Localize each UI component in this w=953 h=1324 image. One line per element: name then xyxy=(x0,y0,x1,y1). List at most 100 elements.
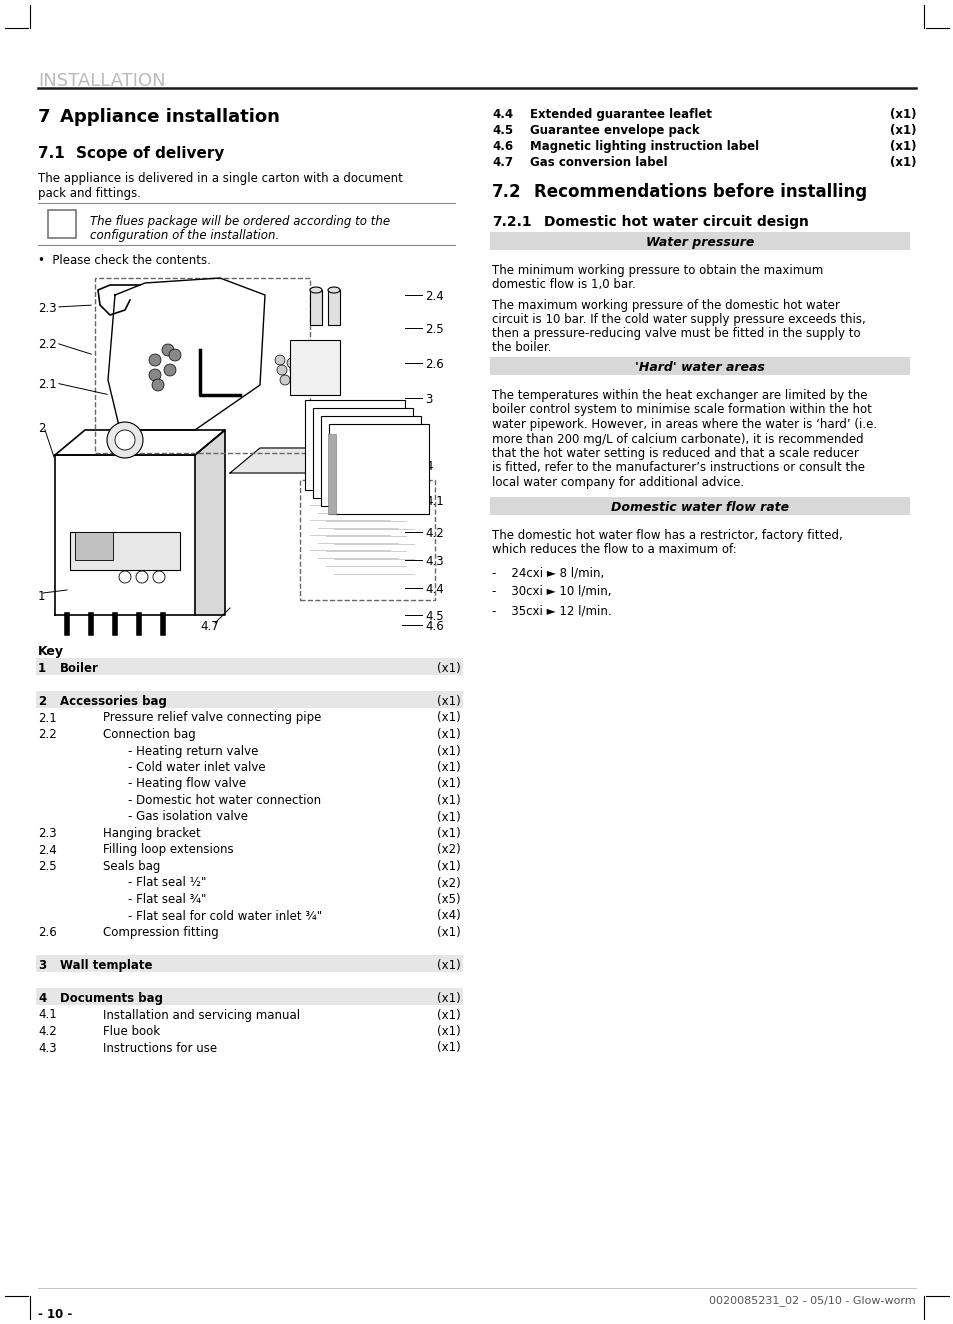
Text: 2.5: 2.5 xyxy=(424,323,443,336)
Circle shape xyxy=(274,355,285,365)
Text: 4.1: 4.1 xyxy=(38,1009,56,1022)
Text: (x1): (x1) xyxy=(436,1025,460,1038)
Text: -    30cxi ► 10 l/min,: - 30cxi ► 10 l/min, xyxy=(492,585,611,598)
Text: Hanging bracket: Hanging bracket xyxy=(103,828,200,839)
Bar xyxy=(329,424,429,514)
Bar xyxy=(70,532,180,571)
Text: The maximum working pressure of the domestic hot water: The maximum working pressure of the dome… xyxy=(492,299,839,312)
Text: The flues package will be ordered according to the: The flues package will be ordered accord… xyxy=(90,214,390,228)
Text: 7.1: 7.1 xyxy=(38,146,65,162)
Bar xyxy=(310,290,322,324)
Text: (x5): (x5) xyxy=(436,892,460,906)
Text: (x1): (x1) xyxy=(889,109,916,120)
Text: then a pressure-reducing valve must be fitted in the supply to: then a pressure-reducing valve must be f… xyxy=(492,327,860,340)
Text: Domestic hot water circuit design: Domestic hot water circuit design xyxy=(543,214,808,229)
Text: 0020085231_02 - 05/10 - Glow-worm: 0020085231_02 - 05/10 - Glow-worm xyxy=(709,1295,915,1305)
Text: -    35cxi ► 12 l/min.: - 35cxi ► 12 l/min. xyxy=(492,604,611,617)
Text: Key: Key xyxy=(38,645,64,658)
Text: Water pressure: Water pressure xyxy=(645,236,754,249)
Text: (x1): (x1) xyxy=(436,744,460,757)
Circle shape xyxy=(149,369,161,381)
Polygon shape xyxy=(330,448,359,498)
Text: 4.7: 4.7 xyxy=(492,156,513,169)
Text: circuit is 10 bar. If the cold water supply pressure exceeds this,: circuit is 10 bar. If the cold water sup… xyxy=(492,312,864,326)
Polygon shape xyxy=(230,448,359,473)
Bar xyxy=(290,340,339,395)
Text: 4.7: 4.7 xyxy=(200,620,218,633)
Text: that the hot water setting is reduced and that a scale reducer: that the hot water setting is reduced an… xyxy=(492,448,858,459)
Text: - Cold water inlet valve: - Cold water inlet valve xyxy=(128,761,265,775)
Bar xyxy=(490,496,909,515)
Text: 'Hard' water areas: 'Hard' water areas xyxy=(635,361,764,373)
Circle shape xyxy=(152,379,164,391)
Text: configuration of the installation.: configuration of the installation. xyxy=(90,229,279,242)
Text: - Flat seal ¾": - Flat seal ¾" xyxy=(128,892,206,906)
Text: INSTALLATION: INSTALLATION xyxy=(38,71,166,90)
Text: (x1): (x1) xyxy=(436,828,460,839)
Text: 3: 3 xyxy=(38,959,46,972)
Circle shape xyxy=(152,571,165,583)
Text: (x1): (x1) xyxy=(436,959,460,972)
Bar xyxy=(75,532,112,560)
Text: 4.1: 4.1 xyxy=(424,495,443,508)
Text: is fitted, refer to the manufacturer’s instructions or consult the: is fitted, refer to the manufacturer’s i… xyxy=(492,462,864,474)
Text: (x1): (x1) xyxy=(436,711,460,724)
Text: 4: 4 xyxy=(38,992,46,1005)
Text: Flue book: Flue book xyxy=(103,1025,160,1038)
Text: 2.3: 2.3 xyxy=(38,828,56,839)
Bar xyxy=(36,691,462,707)
Bar xyxy=(490,357,909,375)
Text: water pipework. However, in areas where the water is ‘hard’ (i.e.: water pipework. However, in areas where … xyxy=(492,418,876,432)
Text: Instructions for use: Instructions for use xyxy=(103,1042,217,1054)
Bar xyxy=(490,232,909,250)
Text: 4.2: 4.2 xyxy=(38,1025,56,1038)
Text: - Heating return valve: - Heating return valve xyxy=(128,744,258,757)
Text: •  Please check the contents.: • Please check the contents. xyxy=(38,254,211,267)
Bar xyxy=(320,416,420,506)
Text: Documents bag: Documents bag xyxy=(60,992,163,1005)
Text: The domestic hot water flow has a restrictor, factory fitted,: The domestic hot water flow has a restri… xyxy=(492,530,841,542)
Text: 1: 1 xyxy=(38,662,46,675)
Text: 2.1: 2.1 xyxy=(38,377,56,391)
Text: boiler control system to minimise scale formation within the hot: boiler control system to minimise scale … xyxy=(492,404,871,417)
Text: 2.3: 2.3 xyxy=(38,302,56,315)
Bar xyxy=(95,278,310,453)
Text: 2.4: 2.4 xyxy=(424,290,443,303)
Text: the boiler.: the boiler. xyxy=(492,342,551,354)
Text: 2.2: 2.2 xyxy=(38,728,56,741)
Bar xyxy=(328,290,339,324)
Text: Extended guarantee leaflet: Extended guarantee leaflet xyxy=(530,109,711,120)
Text: (x1): (x1) xyxy=(436,1009,460,1022)
Text: Domestic water flow rate: Domestic water flow rate xyxy=(610,500,788,514)
Text: (x1): (x1) xyxy=(889,156,916,169)
Text: 2: 2 xyxy=(38,695,46,708)
Text: -    24cxi ► 8 l/min,: - 24cxi ► 8 l/min, xyxy=(492,565,603,579)
Text: 2.6: 2.6 xyxy=(424,357,443,371)
Circle shape xyxy=(136,571,148,583)
Text: 7.2.1: 7.2.1 xyxy=(492,214,531,229)
Text: Seals bag: Seals bag xyxy=(103,861,160,873)
Bar xyxy=(36,658,462,674)
Text: more than 200 mg/L of calcium carbonate), it is recommended: more than 200 mg/L of calcium carbonate)… xyxy=(492,433,862,445)
Text: pack and fittings.: pack and fittings. xyxy=(38,187,141,200)
Circle shape xyxy=(287,357,296,368)
Text: (x1): (x1) xyxy=(436,925,460,939)
Text: 4.2: 4.2 xyxy=(424,527,443,540)
Text: 4.5: 4.5 xyxy=(424,610,443,624)
Text: (x1): (x1) xyxy=(436,728,460,741)
Text: The appliance is delivered in a single carton with a document: The appliance is delivered in a single c… xyxy=(38,172,402,185)
Text: 4.5: 4.5 xyxy=(492,124,513,136)
Text: Connection bag: Connection bag xyxy=(103,728,195,741)
Polygon shape xyxy=(194,430,225,616)
Text: (x1): (x1) xyxy=(436,695,460,708)
Text: 4.6: 4.6 xyxy=(492,140,513,154)
Text: 4.4: 4.4 xyxy=(492,109,513,120)
Circle shape xyxy=(107,422,143,458)
Text: 2.6: 2.6 xyxy=(38,925,56,939)
Bar xyxy=(299,481,435,600)
Text: 4.4: 4.4 xyxy=(424,583,443,596)
Text: domestic flow is 1,0 bar.: domestic flow is 1,0 bar. xyxy=(492,278,635,291)
Text: (x2): (x2) xyxy=(436,843,460,857)
Text: Gas conversion label: Gas conversion label xyxy=(530,156,667,169)
Text: Scope of delivery: Scope of delivery xyxy=(76,146,224,162)
